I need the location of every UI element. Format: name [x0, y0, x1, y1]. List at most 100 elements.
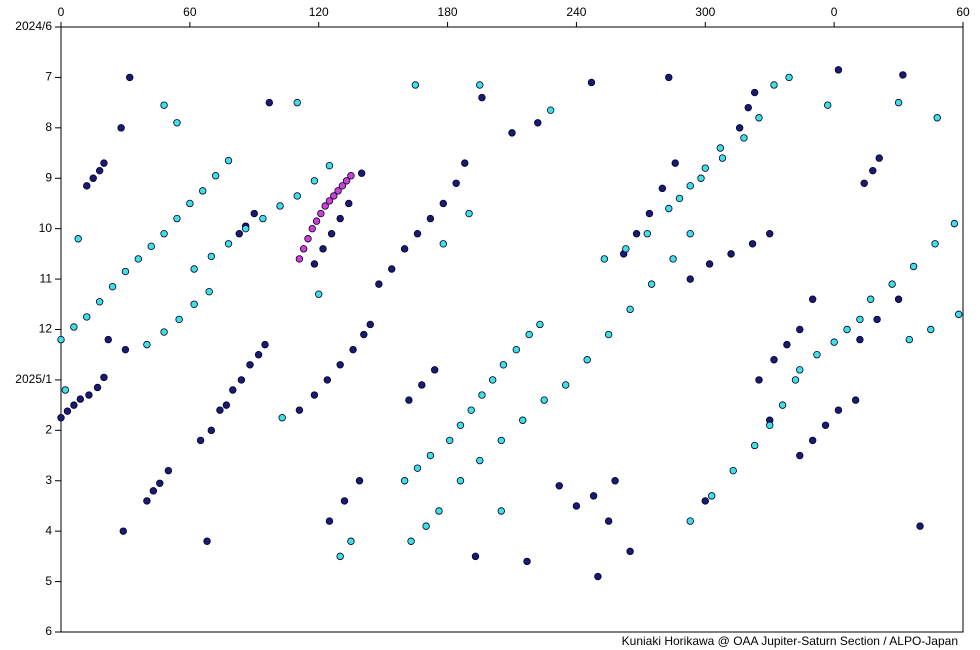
data-point	[121, 345, 130, 354]
data-point	[894, 98, 903, 107]
data-point	[508, 129, 516, 137]
data-point	[70, 401, 78, 409]
data-point	[308, 224, 316, 233]
x-tick-label: 300	[695, 5, 715, 19]
data-point	[224, 156, 233, 165]
y-tick-label: 12	[39, 322, 53, 336]
data-point	[909, 262, 918, 271]
data-point	[85, 391, 93, 399]
data-point	[74, 235, 82, 243]
data-point	[61, 386, 69, 394]
data-point	[261, 340, 269, 349]
data-point	[293, 192, 301, 200]
data-point	[299, 245, 308, 253]
data-point	[119, 527, 127, 535]
data-point	[452, 179, 460, 187]
data-point	[497, 436, 505, 445]
data-point	[340, 497, 349, 505]
data-point	[435, 507, 443, 515]
data-point	[755, 376, 763, 384]
data-point	[108, 282, 117, 291]
data-point	[860, 179, 868, 187]
data-point	[186, 199, 194, 208]
data-point	[173, 214, 181, 223]
data-point	[439, 240, 447, 248]
data-point	[347, 172, 355, 180]
data-point	[315, 290, 323, 298]
data-point	[439, 199, 447, 208]
data-point	[476, 456, 484, 465]
data-point	[310, 177, 319, 185]
data-point	[600, 255, 609, 263]
data-point	[342, 177, 351, 185]
data-point	[718, 154, 727, 162]
data-point	[740, 134, 748, 142]
data-point	[785, 73, 793, 82]
data-point	[927, 325, 935, 334]
data-point	[686, 275, 694, 283]
data-point	[199, 187, 207, 195]
data-point	[873, 315, 881, 324]
data-point	[512, 345, 520, 354]
data-point	[729, 466, 737, 475]
data-point	[705, 260, 714, 268]
data-point	[76, 395, 85, 403]
data-point	[587, 78, 596, 87]
data-point	[388, 265, 396, 273]
data-point	[824, 101, 832, 109]
data-point	[325, 161, 334, 170]
x-tick-label: 0	[831, 5, 838, 19]
data-point	[126, 73, 134, 82]
data-point	[224, 240, 233, 248]
data-point	[791, 376, 800, 384]
data-point	[304, 235, 312, 243]
data-point	[546, 106, 555, 114]
data-point	[744, 103, 752, 112]
data-point	[100, 159, 108, 167]
data-point	[834, 406, 843, 414]
data-point	[456, 421, 465, 429]
x-tick-label: 180	[438, 5, 458, 19]
data-point	[336, 552, 344, 561]
data-point	[63, 407, 72, 415]
data-point	[149, 487, 158, 495]
data-point	[349, 345, 357, 354]
data-point	[265, 98, 274, 107]
data-point	[851, 396, 860, 404]
data-point	[310, 260, 319, 268]
y-tick-label: 11	[40, 271, 53, 285]
data-point	[834, 66, 843, 74]
data-point	[665, 73, 673, 82]
data-point	[330, 192, 338, 200]
data-point	[888, 280, 896, 288]
y-tick-label: 6	[45, 624, 52, 638]
data-point	[360, 330, 368, 339]
data-point	[456, 477, 465, 485]
data-point	[708, 492, 716, 500]
data-point	[319, 245, 327, 253]
data-point	[117, 124, 125, 132]
data-point	[259, 214, 267, 223]
data-point	[658, 184, 667, 193]
data-point	[499, 361, 508, 369]
data-point	[716, 144, 725, 152]
data-point	[525, 330, 533, 339]
data-point	[647, 280, 656, 288]
data-point	[173, 119, 181, 127]
data-point	[701, 164, 709, 172]
data-point	[254, 351, 263, 359]
data-point	[355, 477, 364, 485]
data-point	[589, 492, 598, 500]
data-point	[357, 169, 366, 177]
data-point	[160, 230, 168, 238]
data-point	[523, 557, 531, 566]
data-point	[783, 340, 791, 349]
data-point	[83, 182, 91, 190]
x-tick-label: 60	[956, 5, 970, 19]
data-point	[686, 517, 694, 525]
data-point	[413, 464, 422, 472]
data-point	[121, 267, 130, 276]
data-point	[347, 537, 355, 545]
data-point	[175, 315, 183, 324]
data-point	[426, 451, 435, 460]
